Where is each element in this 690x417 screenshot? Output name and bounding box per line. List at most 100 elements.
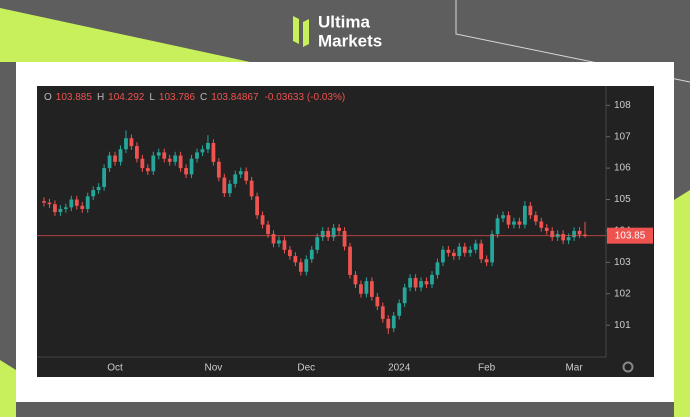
candle-body (140, 158, 145, 169)
candle-body (369, 281, 374, 297)
plot: 101102103104105106107108OctNovDec2024Feb… (37, 100, 653, 374)
candle-body (544, 227, 549, 231)
candle-body (501, 215, 505, 219)
candle-body (561, 234, 566, 241)
candle-body (408, 278, 413, 288)
candle-body (375, 296, 380, 307)
y-tick-label: 105 (614, 194, 631, 205)
candle-body (359, 284, 363, 294)
candle-body (326, 230, 331, 238)
candle-body (80, 205, 85, 209)
candle-body (451, 252, 456, 257)
candle-body (380, 306, 385, 319)
ohlc-key: C (200, 92, 207, 103)
candle-body (113, 155, 117, 162)
ohlc-key: H (97, 92, 104, 103)
x-tick-label: Oct (107, 363, 123, 374)
candle-body (457, 246, 462, 257)
accent-right (674, 190, 690, 417)
y-tick-label: 108 (614, 100, 631, 111)
logo-mark (293, 16, 299, 44)
candle-body (167, 158, 172, 162)
candle-body (129, 138, 134, 147)
candle-body (211, 142, 216, 162)
candle-body (473, 243, 478, 250)
candle-body (331, 227, 336, 238)
settings-icon[interactable] (622, 361, 634, 373)
candle-body (320, 230, 325, 238)
candle-body (96, 186, 101, 191)
candle-body (216, 161, 221, 178)
candle-body (58, 208, 63, 213)
x-tick-label: Feb (478, 363, 496, 374)
candle-body (315, 237, 320, 250)
candle-body (42, 201, 46, 203)
y-tick-label: 102 (614, 288, 631, 299)
candle-body (572, 230, 576, 238)
candle-body (550, 230, 555, 238)
candle-body (134, 146, 139, 159)
candle-body (419, 281, 423, 288)
candle-body (277, 240, 281, 244)
last-price-label: 103.85 (615, 230, 646, 241)
candle-body (85, 196, 90, 209)
candle-body (184, 168, 188, 175)
candle-body (402, 287, 407, 304)
candle-body (222, 177, 227, 194)
candle-body (484, 259, 489, 263)
candle-body (156, 152, 161, 156)
candle-body (206, 142, 210, 150)
ohlc-change: -0.03633 (-0.03%) (265, 92, 346, 103)
candle-body (47, 202, 52, 205)
candle-body (391, 315, 396, 329)
candle-body (337, 227, 341, 231)
candle-body (118, 149, 123, 162)
candle-body (348, 246, 352, 275)
candle-body (528, 205, 533, 216)
x-tick-label: Nov (205, 363, 223, 374)
candle-body (386, 318, 391, 329)
candle-body (506, 215, 511, 225)
candle-body (490, 234, 495, 263)
ohlc-value: 103.885 (56, 92, 93, 103)
candle-body (298, 262, 303, 272)
gear[interactable] (622, 361, 634, 373)
candle-body (189, 158, 194, 175)
logo: Ultima Markets (293, 12, 382, 50)
candle-body (227, 183, 232, 194)
candle-body (522, 205, 527, 225)
candle-body (266, 224, 270, 235)
candle-body (342, 230, 347, 247)
candle-body (260, 215, 265, 225)
ohlc-value: 103.84867 (211, 92, 259, 103)
y-tick-label: 106 (614, 163, 631, 174)
candle-body (517, 221, 522, 225)
ohlc-key: L (149, 92, 155, 103)
candle-body (495, 218, 500, 235)
y-tick-label: 103 (614, 257, 631, 268)
candle-body (244, 171, 249, 181)
candle-body (233, 174, 238, 184)
candle-body (583, 234, 587, 236)
logo-mark (303, 19, 309, 47)
candle-body (249, 180, 254, 197)
candle-body (577, 230, 582, 235)
x-tick-label: 2024 (388, 363, 411, 374)
candle-body (413, 278, 418, 288)
candle-body (271, 234, 276, 244)
candle-body (353, 274, 358, 285)
candle-body (309, 249, 314, 260)
candle-body (151, 155, 156, 172)
candle-body (200, 149, 205, 153)
candle-body (539, 221, 544, 228)
candle-body (195, 152, 199, 159)
candle-body (282, 240, 287, 250)
logo-text: Markets (318, 31, 382, 50)
accent-top-left (0, 8, 250, 62)
y-tick-label: 101 (614, 320, 631, 331)
x-tick-label: Dec (297, 363, 315, 374)
candle-body (435, 262, 440, 275)
candle-body (424, 281, 429, 285)
